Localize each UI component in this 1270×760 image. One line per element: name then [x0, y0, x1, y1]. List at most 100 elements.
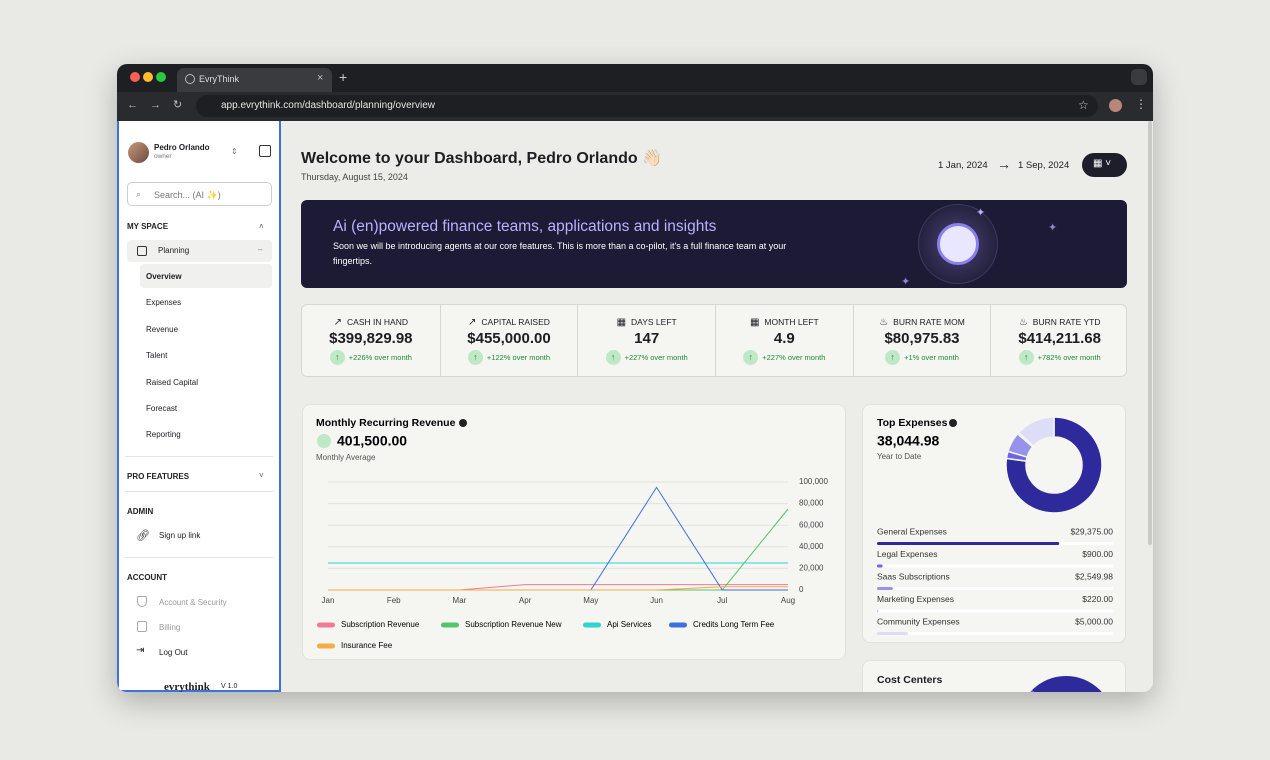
kpi-change-text: +227% over month: [624, 353, 688, 362]
kpi-label: BURN RATE YTD: [1032, 317, 1101, 327]
scrollbar[interactable]: [1148, 121, 1152, 545]
tab-close[interactable]: ×: [317, 72, 324, 84]
planning-row[interactable]: Planning –: [127, 240, 272, 262]
nav-item[interactable]: Raised Capital: [140, 370, 272, 394]
nav-item-label: Talent: [146, 351, 168, 361]
user-role: owner: [154, 153, 172, 160]
search-placeholder: Search... (AI ✨): [154, 190, 221, 200]
tab[interactable]: EvryThink ×: [177, 68, 332, 92]
nav-item-label: Forecast: [146, 404, 178, 413]
expense-value: $5,000.00: [1075, 616, 1113, 626]
info-icon: [459, 419, 467, 427]
legend-label: Credits Long Term Fee: [693, 620, 775, 629]
x-tick-label: Aug: [781, 596, 795, 605]
section-toggle[interactable]: ˅: [259, 471, 264, 480]
account-item[interactable]: Account & Security: [159, 598, 227, 607]
kpi-icon: ▦: [616, 317, 627, 328]
headline: 401,500.00: [337, 433, 407, 449]
zoom-dot[interactable]: [156, 72, 166, 82]
y-tick-label: 0: [799, 585, 804, 594]
kpi-card: ♨ BURN RATE MOM $80,975.83 ↑ +1% over month: [852, 305, 991, 376]
kpi-icon: ↗: [333, 317, 343, 328]
info-icon: [949, 419, 957, 427]
account-item[interactable]: Log Out: [159, 648, 188, 657]
card-title: Cost Centers: [877, 674, 943, 686]
url-pill[interactable]: app.evrythink.com/dashboard/planning/ove…: [196, 95, 1098, 117]
donut-slice: [1017, 416, 1055, 448]
kpi-change-icon: ↑: [605, 350, 621, 365]
range-arrow: →: [997, 156, 1011, 172]
search-icon: ⌕: [136, 189, 142, 199]
expense-bar: [877, 632, 909, 635]
legend-swatch: [441, 622, 459, 628]
page-title: Welcome to your Dashboard, Pedro Orlando…: [301, 150, 663, 167]
kpi-change-text: +226% over month: [348, 353, 412, 362]
nav-buttons[interactable]: ←→↻: [127, 99, 195, 111]
admin-item[interactable]: Sign up link: [159, 531, 201, 540]
kpi-header: ↗ CASH IN HAND: [302, 317, 440, 328]
ai-logo: [937, 223, 979, 265]
minimize-dot[interactable]: [143, 72, 153, 82]
kpi-header: ♨ BURN RATE MOM: [854, 317, 991, 328]
nav-item[interactable]: Overview: [140, 264, 272, 288]
tab-menu[interactable]: [1131, 69, 1147, 85]
kpi-change: ↑ +122% over month: [441, 350, 578, 365]
x-tick-label: Mar: [453, 596, 467, 605]
expense-label: Legal Expenses: [877, 549, 938, 559]
legend-label: Subscription Revenue: [341, 620, 420, 629]
x-tick-label: Apr: [519, 596, 532, 605]
nav-item[interactable]: Expenses: [140, 290, 272, 314]
legend-swatch: [669, 622, 687, 628]
section-toggle[interactable]: ˄: [259, 222, 264, 231]
account-item[interactable]: Billing: [159, 623, 181, 632]
planning-toggle: –: [258, 245, 263, 254]
nav-item[interactable]: Revenue: [140, 317, 272, 341]
browser-menu[interactable]: ⋮: [1135, 97, 1147, 111]
kpi-change-icon: ↑: [329, 350, 345, 365]
legend-swatch: [317, 622, 335, 628]
new-tab[interactable]: +: [339, 69, 348, 85]
x-tick-label: May: [583, 596, 598, 605]
legend-label: Subscription Revenue New: [465, 620, 562, 629]
banner-text: Soon we will be introducing agents at ou…: [333, 241, 787, 266]
x-tick-label: Jul: [717, 596, 727, 605]
kpi-card: ▦ DAYS LEFT 147 ↑ +227% over month: [577, 305, 715, 376]
billing-icon: [137, 621, 147, 632]
expense-track: [877, 632, 1113, 635]
page-date: Thursday, August 15, 2024: [301, 172, 408, 182]
kpi-label: DAYS LEFT: [631, 317, 677, 327]
collapse-button[interactable]: [259, 145, 271, 157]
kpi-change-icon: ↑: [743, 350, 759, 365]
nav-item[interactable]: Reporting: [140, 422, 272, 446]
kpi-card: ▦ MONTH LEFT 4.9 ↑ +227% over month: [715, 305, 853, 376]
y-tick-label: 20,000: [799, 564, 824, 573]
kpi-label: CASH IN HAND: [347, 317, 408, 327]
series-line: [328, 486, 788, 591]
kpi-card: ↗ CAPITAL RAISED $455,000.00 ↑ +122% over mo…: [439, 305, 578, 376]
legend-swatch: [317, 643, 335, 649]
divider: [125, 491, 273, 492]
headline: 38,044.98: [877, 433, 939, 449]
sparkle: ✦: [901, 276, 911, 288]
kpi-label: BURN RATE MOM: [893, 317, 965, 327]
expense-label: Community Expenses: [877, 616, 960, 626]
y-tick-label: 40,000: [799, 542, 824, 551]
close-dot[interactable]: [130, 72, 140, 82]
y-tick-label: 100,000: [799, 477, 828, 486]
mrr-card: Monthly Recurring Revenue 401,500.00 Month…: [302, 404, 846, 660]
section-label: MY SPACE: [127, 222, 169, 231]
nav-item[interactable]: Talent: [140, 343, 272, 367]
ai-orb: [918, 204, 998, 284]
nav-item[interactable]: Forecast: [140, 396, 272, 420]
user-switch[interactable]: ⇕: [231, 147, 238, 156]
nav-item-label: Raised Capital: [146, 377, 199, 387]
search-box[interactable]: ⌕ Search... (AI ✨): [127, 182, 272, 206]
expense-track: [877, 564, 1113, 568]
divider: [125, 557, 273, 558]
profile-avatar[interactable]: [1109, 99, 1122, 112]
kpi-value: $80,975.83: [884, 330, 960, 347]
bookmark-star[interactable]: ☆: [1078, 98, 1089, 112]
date-picker-button[interactable]: ▦ ˅: [1082, 153, 1127, 177]
user-avatar[interactable]: [128, 142, 149, 163]
